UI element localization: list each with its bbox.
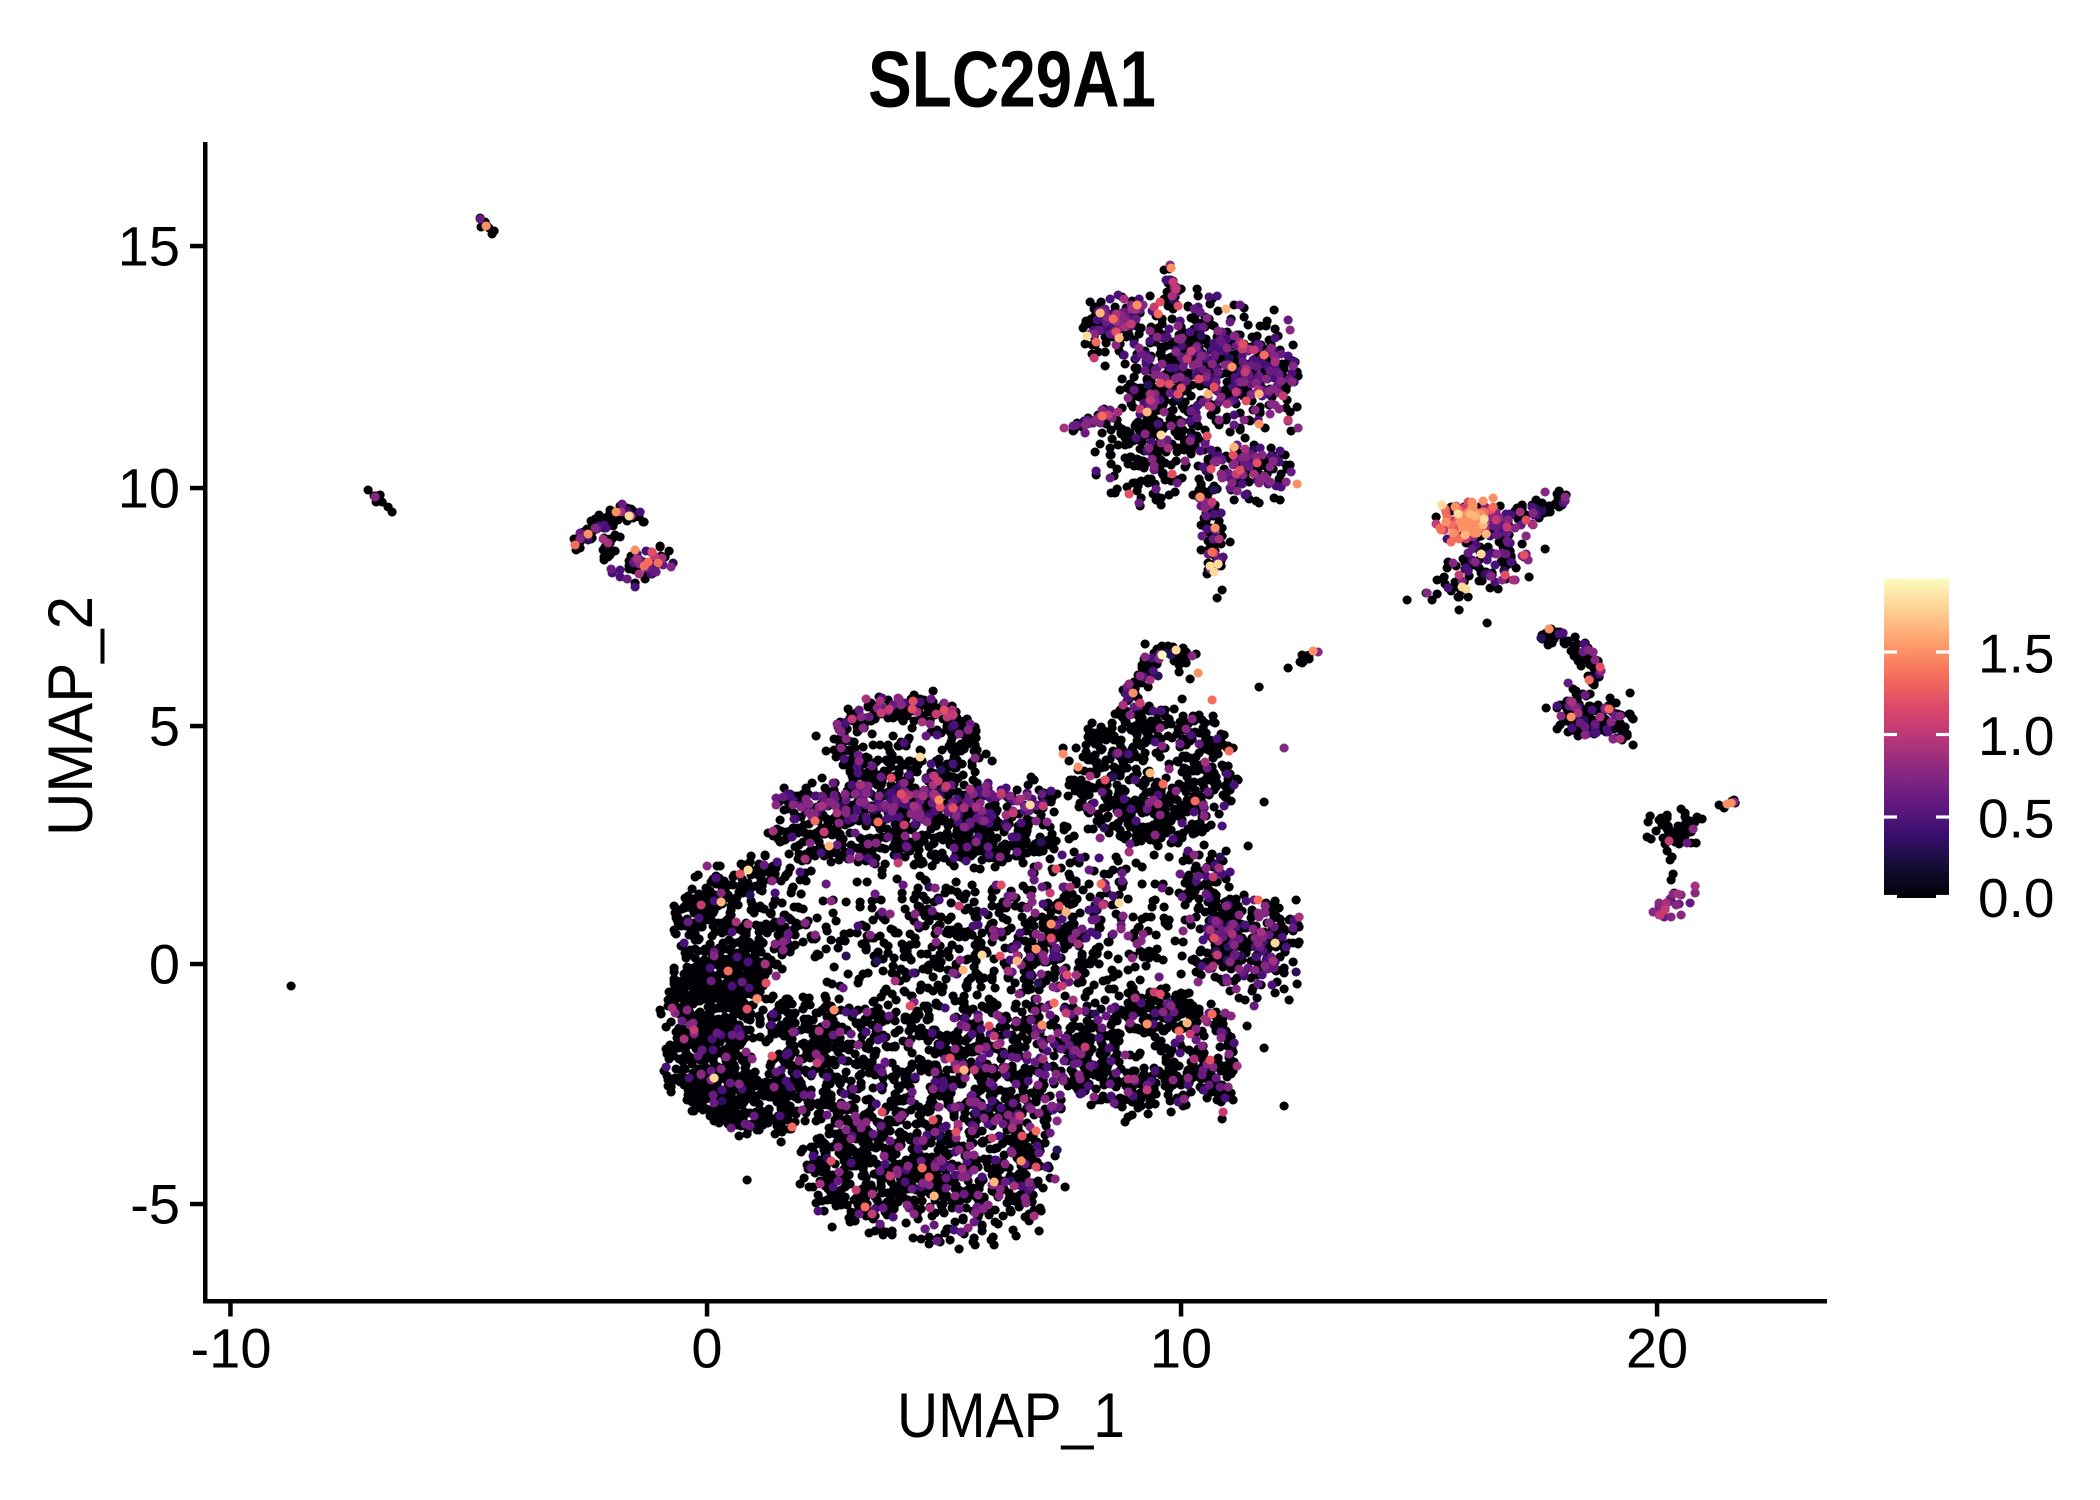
svg-text:1.5: 1.5: [1978, 623, 2054, 685]
svg-text:20: 20: [1626, 1317, 1688, 1380]
svg-text:0.5: 0.5: [1978, 788, 2054, 850]
svg-text:15: 15: [118, 215, 180, 278]
svg-text:-10: -10: [191, 1317, 272, 1380]
svg-text:UMAP_2: UMAP_2: [36, 596, 106, 836]
svg-text:10: 10: [1150, 1317, 1212, 1380]
svg-text:0: 0: [149, 933, 180, 996]
svg-text:5: 5: [149, 695, 180, 758]
svg-text:1.0: 1.0: [1978, 705, 2054, 767]
svg-text:-5: -5: [130, 1173, 180, 1236]
svg-text:0: 0: [691, 1317, 722, 1380]
svg-text:0.0: 0.0: [1978, 867, 2054, 929]
svg-text:SLC29A1: SLC29A1: [868, 35, 1156, 124]
svg-text:UMAP_1: UMAP_1: [897, 1381, 1125, 1451]
svg-text:10: 10: [118, 457, 180, 520]
